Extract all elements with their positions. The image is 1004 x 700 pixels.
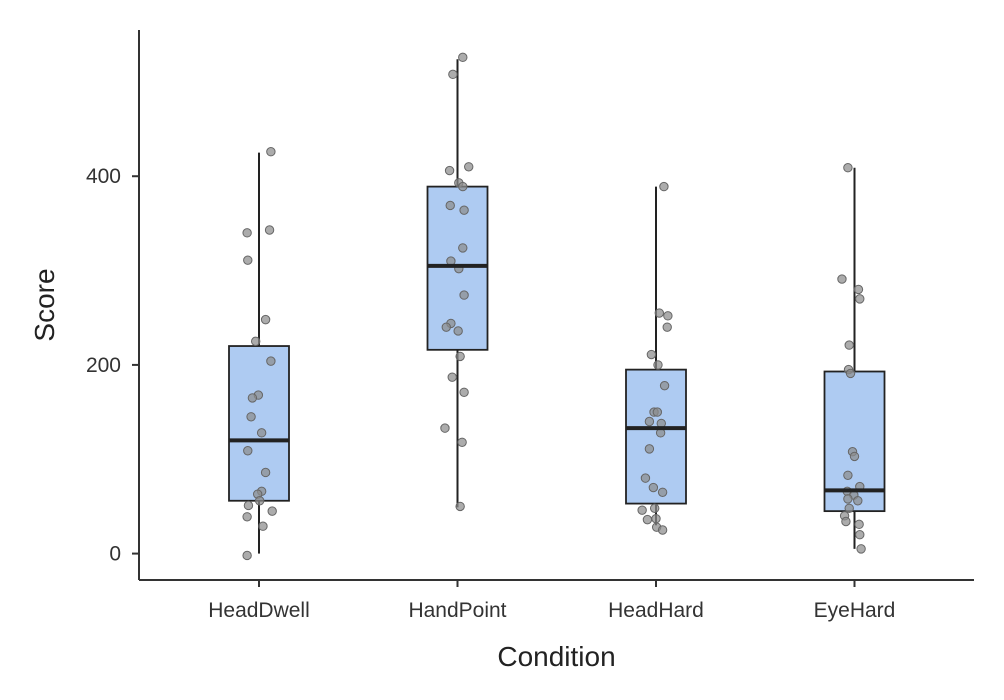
y-tick-label: 200 bbox=[86, 354, 121, 377]
data-point bbox=[260, 314, 271, 325]
data-point bbox=[447, 372, 457, 382]
data-point bbox=[243, 255, 253, 265]
box-group-eyehard bbox=[823, 163, 886, 554]
data-point bbox=[662, 322, 672, 332]
data-point bbox=[243, 500, 254, 511]
box-iqr bbox=[625, 368, 687, 505]
data-point bbox=[642, 514, 653, 525]
plot-area bbox=[228, 52, 886, 561]
y-axis-title: Score bbox=[29, 268, 60, 341]
y-tick-label: 400 bbox=[86, 165, 121, 188]
data-point bbox=[455, 501, 465, 512]
data-point bbox=[843, 494, 853, 504]
box-iqr bbox=[228, 345, 290, 502]
data-point bbox=[837, 274, 847, 284]
data-point bbox=[266, 146, 276, 157]
data-point bbox=[251, 336, 261, 347]
data-point bbox=[844, 340, 854, 350]
data-point bbox=[653, 360, 663, 370]
data-point bbox=[849, 451, 860, 462]
data-point bbox=[649, 503, 660, 514]
data-point bbox=[264, 225, 275, 235]
data-point bbox=[651, 513, 661, 524]
data-point bbox=[254, 496, 265, 506]
data-point bbox=[663, 311, 673, 321]
box-group-headdwell bbox=[228, 146, 290, 561]
data-point bbox=[659, 181, 669, 192]
data-point bbox=[657, 525, 668, 535]
data-point bbox=[646, 349, 657, 360]
data-point bbox=[243, 446, 253, 456]
y-tick-label: 0 bbox=[109, 543, 121, 566]
x-axis-ticks: HeadDwell HandPoint HeadHard EyeHard bbox=[208, 580, 895, 622]
x-tick-label: EyeHard bbox=[814, 599, 896, 622]
data-point bbox=[448, 69, 458, 80]
data-point bbox=[247, 393, 258, 403]
data-point bbox=[844, 503, 854, 514]
data-point bbox=[457, 437, 467, 447]
data-point bbox=[458, 181, 468, 192]
data-point bbox=[242, 228, 252, 238]
box-group-headhard bbox=[625, 181, 687, 535]
data-point bbox=[652, 407, 663, 417]
data-point bbox=[246, 412, 256, 422]
data-point bbox=[854, 519, 864, 530]
data-point bbox=[644, 416, 655, 427]
data-point bbox=[453, 326, 463, 336]
data-point bbox=[459, 290, 469, 300]
data-point bbox=[258, 521, 268, 531]
data-point bbox=[267, 506, 277, 516]
data-point bbox=[637, 505, 647, 515]
data-point bbox=[459, 387, 469, 397]
data-point bbox=[445, 200, 455, 211]
data-point bbox=[843, 470, 853, 480]
x-tick-label: HeadHard bbox=[608, 599, 704, 622]
data-point bbox=[648, 482, 659, 493]
data-point bbox=[444, 165, 455, 176]
x-tick-label: HeadDwell bbox=[208, 599, 310, 622]
data-point bbox=[242, 512, 252, 522]
data-point bbox=[657, 487, 668, 497]
data-point bbox=[441, 322, 451, 332]
data-point bbox=[843, 163, 853, 173]
data-point bbox=[242, 550, 252, 561]
data-point bbox=[853, 284, 864, 295]
data-point bbox=[855, 294, 865, 304]
data-point bbox=[464, 162, 474, 172]
box-group-handpoint bbox=[426, 52, 489, 512]
data-point bbox=[458, 243, 468, 253]
data-point bbox=[644, 444, 655, 454]
data-point bbox=[440, 423, 450, 433]
data-point bbox=[260, 467, 271, 478]
x-tick-label: HandPoint bbox=[408, 599, 506, 622]
data-point bbox=[256, 428, 267, 438]
data-point bbox=[455, 351, 465, 362]
data-point bbox=[841, 516, 851, 527]
y-axis-ticks: 0 200 400 bbox=[86, 165, 139, 566]
data-point bbox=[459, 205, 469, 215]
data-point bbox=[659, 380, 670, 391]
data-point bbox=[855, 530, 865, 540]
data-point bbox=[856, 544, 866, 554]
data-point bbox=[640, 473, 651, 483]
x-axis-title: Condition bbox=[497, 641, 615, 672]
data-point bbox=[654, 308, 664, 318]
data-point bbox=[458, 52, 468, 63]
data-point bbox=[853, 496, 863, 506]
data-point bbox=[266, 356, 276, 366]
data-point bbox=[845, 368, 856, 379]
